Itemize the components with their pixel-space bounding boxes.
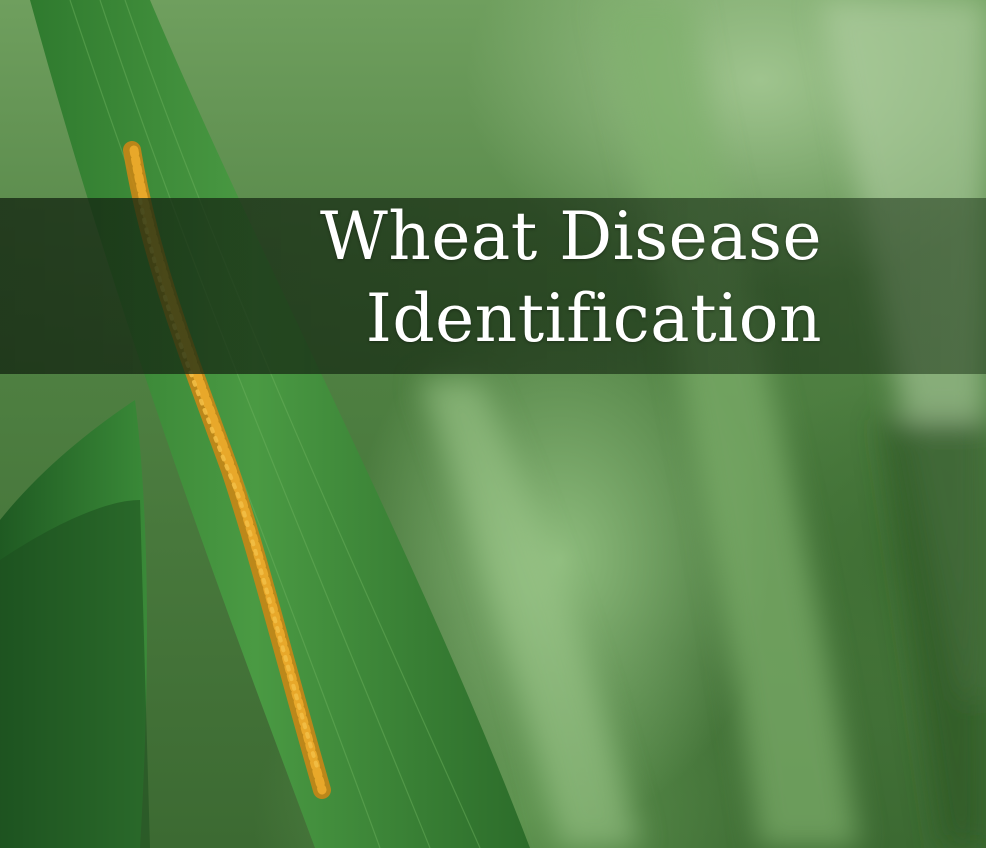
title-line-1: Wheat Disease	[320, 198, 822, 275]
background-foliage	[420, 0, 986, 848]
title-banner	[0, 198, 986, 374]
page-title: Wheat Disease Identification	[202, 196, 822, 360]
title-line-2: Identification	[365, 280, 822, 357]
